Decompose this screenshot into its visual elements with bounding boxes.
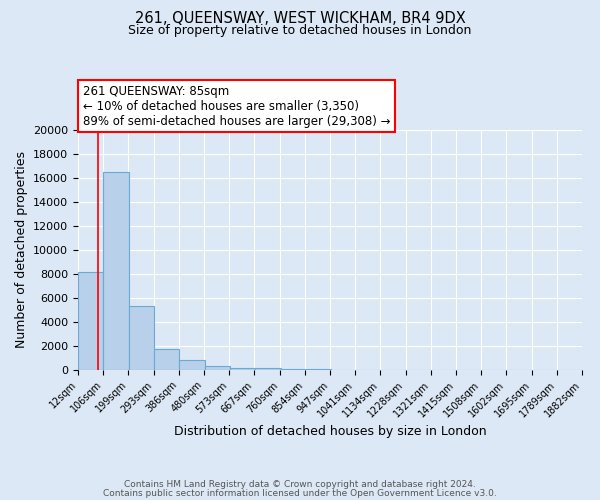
- Text: 261, QUEENSWAY, WEST WICKHAM, BR4 9DX: 261, QUEENSWAY, WEST WICKHAM, BR4 9DX: [134, 11, 466, 26]
- Text: Contains public sector information licensed under the Open Government Licence v3: Contains public sector information licen…: [103, 488, 497, 498]
- Bar: [154, 349, 179, 370]
- Text: Size of property relative to detached houses in London: Size of property relative to detached ho…: [128, 24, 472, 37]
- Bar: [230, 368, 255, 370]
- Y-axis label: Number of detached properties: Number of detached properties: [14, 152, 28, 348]
- Bar: [281, 369, 306, 370]
- Bar: [306, 369, 331, 370]
- Bar: [78, 272, 103, 370]
- Bar: [103, 172, 128, 370]
- Text: Contains HM Land Registry data © Crown copyright and database right 2024.: Contains HM Land Registry data © Crown c…: [124, 480, 476, 489]
- Text: 261 QUEENSWAY: 85sqm
← 10% of detached houses are smaller (3,350)
89% of semi-de: 261 QUEENSWAY: 85sqm ← 10% of detached h…: [83, 84, 391, 128]
- Bar: [128, 306, 154, 370]
- Bar: [256, 368, 281, 370]
- X-axis label: Distribution of detached houses by size in London: Distribution of detached houses by size …: [173, 424, 487, 438]
- Bar: [179, 360, 205, 370]
- Bar: [205, 366, 230, 370]
